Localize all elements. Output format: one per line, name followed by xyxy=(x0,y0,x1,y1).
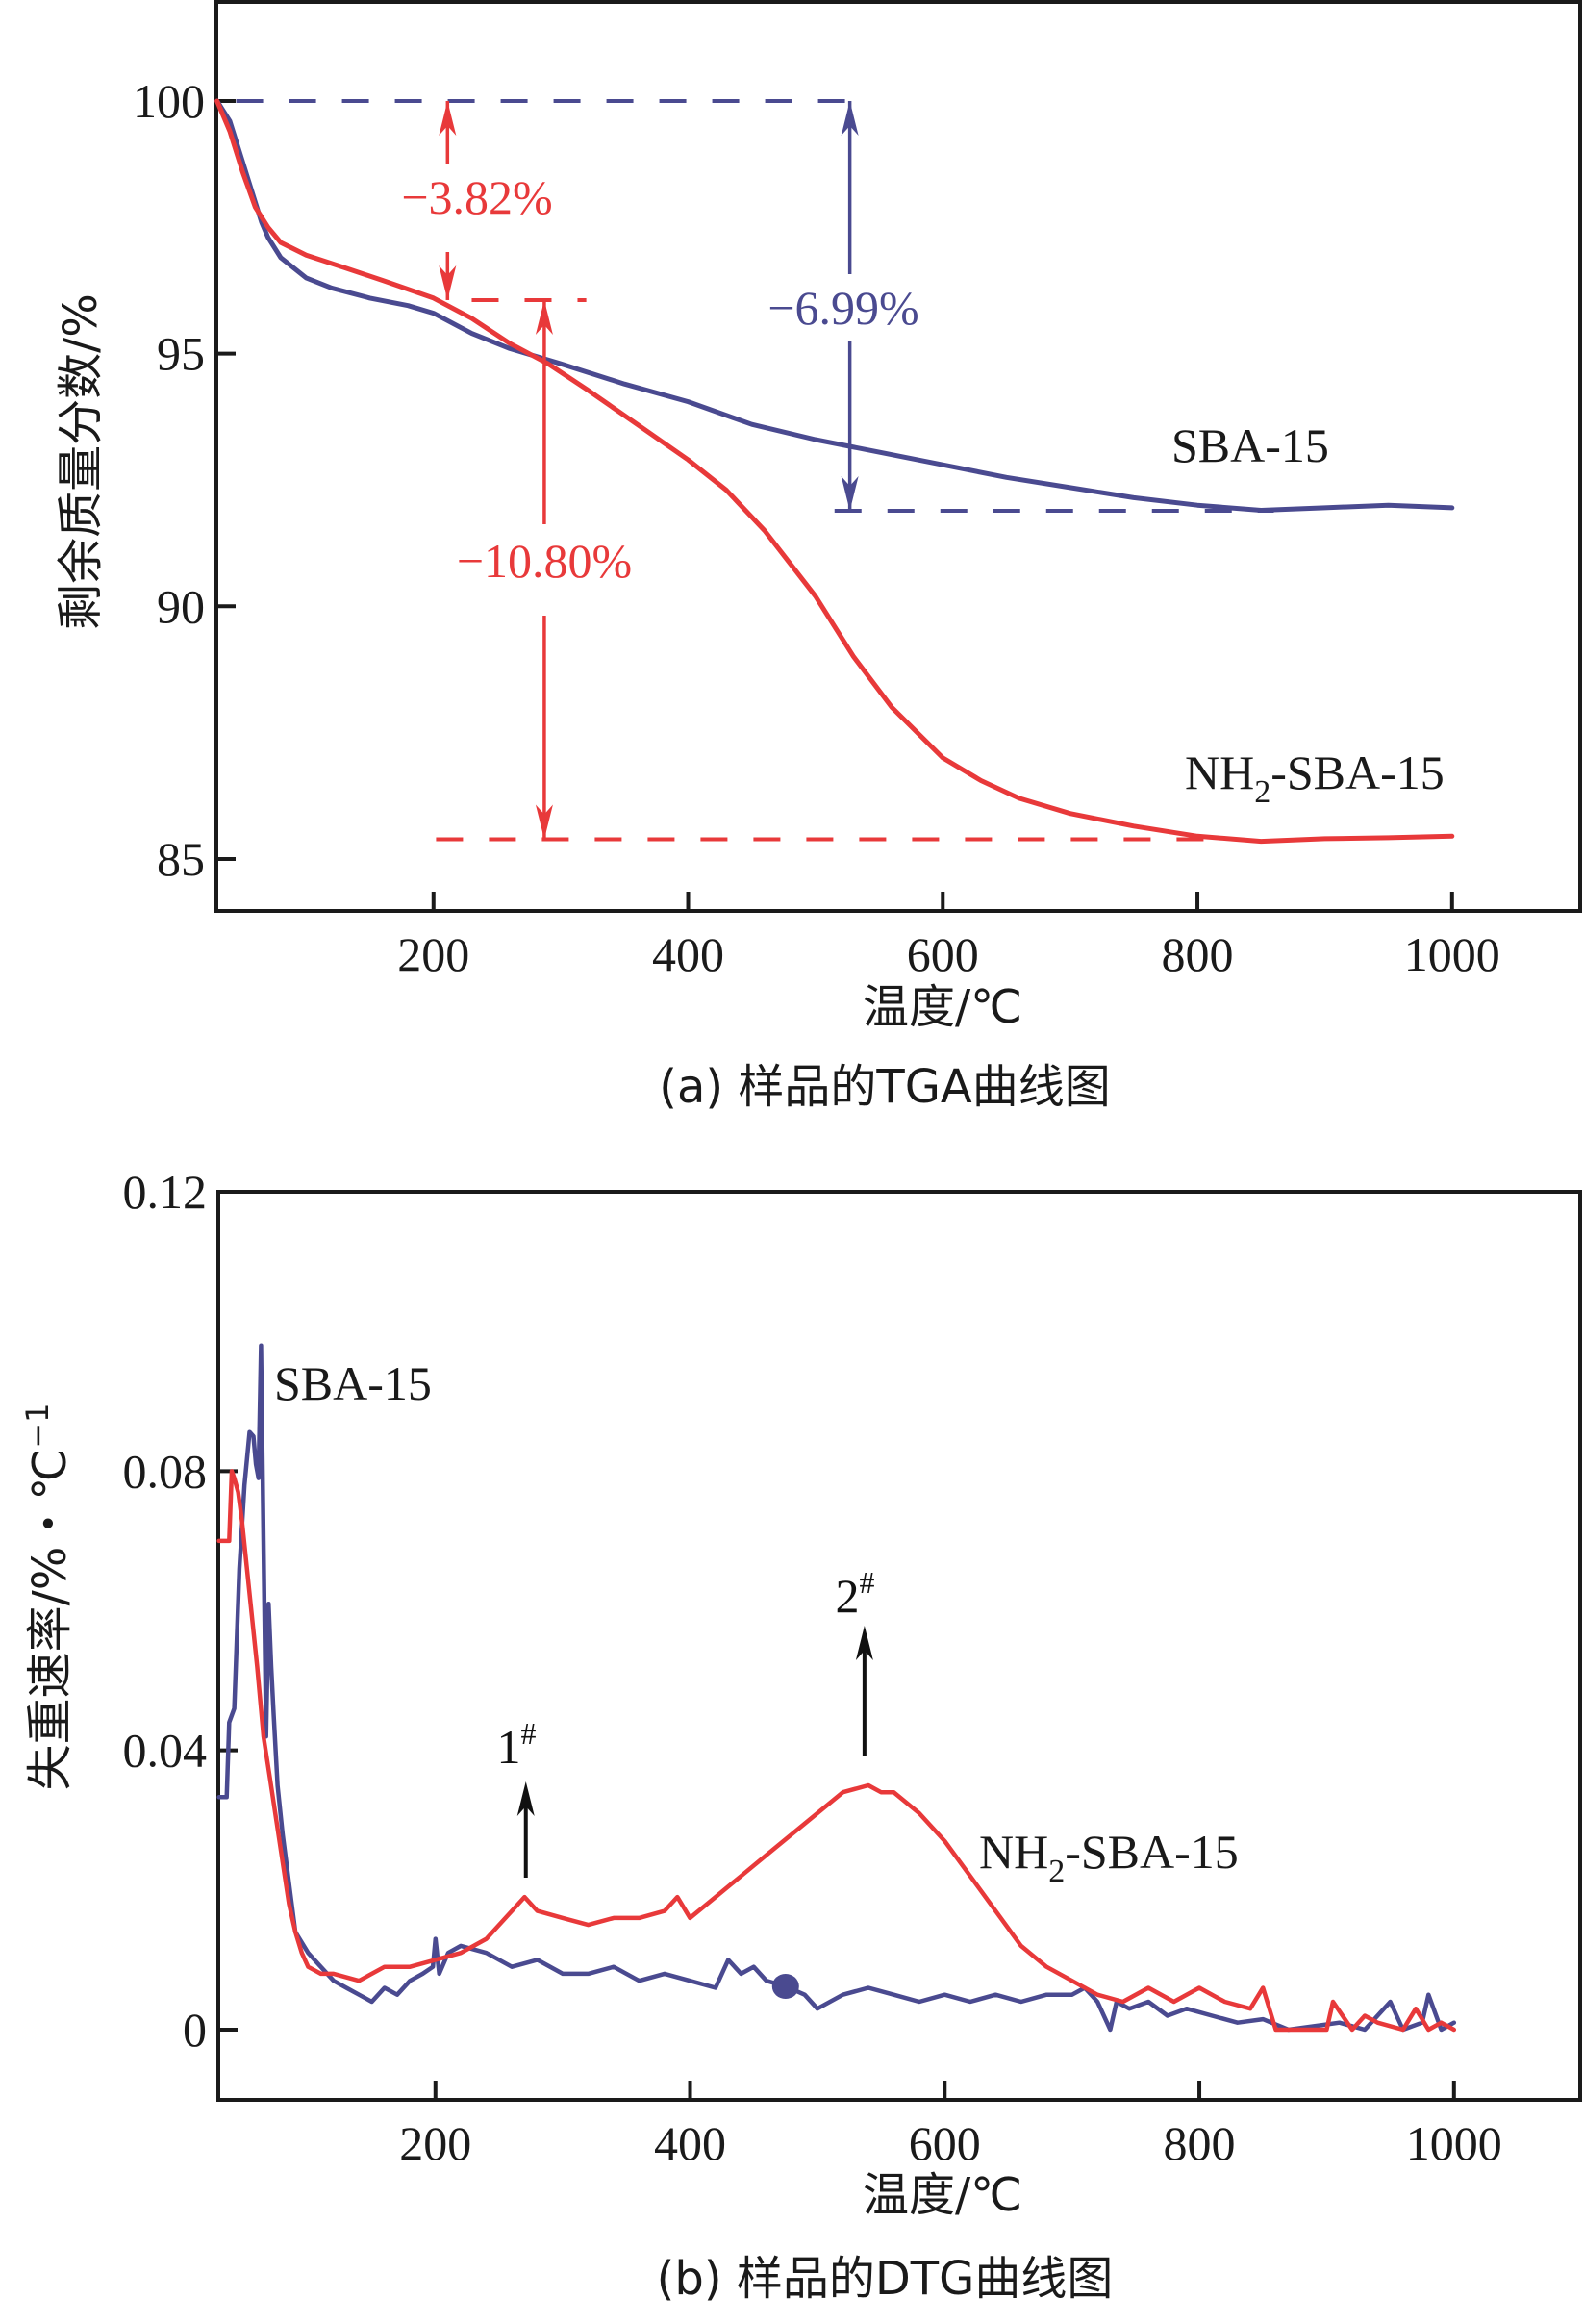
dtg-series xyxy=(216,1343,1457,2033)
y-tick-label: 0.08 xyxy=(123,1444,208,1498)
arrow-head xyxy=(535,804,553,840)
arrow-head xyxy=(535,299,553,335)
arrow-head xyxy=(439,265,457,300)
x-tick-label: 400 xyxy=(654,2116,726,2170)
dtg-y-axis-title: 失重速率/%・℃−1 xyxy=(19,1403,77,1791)
y-tick-label: 0.04 xyxy=(123,1724,208,1778)
dtg-ylabel-main: 失重速率/%・℃ xyxy=(23,1449,77,1791)
tga-plot-frame xyxy=(214,0,1582,913)
series-line-sba15 xyxy=(214,98,1455,513)
arrow-head xyxy=(855,1626,873,1660)
y-tick-label: 0.12 xyxy=(123,1165,208,1219)
arrow-head xyxy=(841,476,859,512)
x-tick-label: 200 xyxy=(397,927,469,981)
y-tick-label: 90 xyxy=(157,579,205,633)
x-tick-label: 800 xyxy=(1164,2116,1236,2170)
label-nh: NH xyxy=(979,1825,1048,1879)
x-tick-label: 400 xyxy=(652,927,724,981)
y-tick-label: 85 xyxy=(157,832,205,886)
series-marker-dot xyxy=(771,1974,799,2000)
y-tick-label: 0 xyxy=(183,2003,207,2057)
arrow-head xyxy=(439,101,457,136)
tga-x-axis-title: 温度/℃ xyxy=(863,980,1022,1034)
label-rest: -SBA-15 xyxy=(1270,745,1445,799)
anno1-sup: # xyxy=(521,1716,537,1751)
y-tick-label: 100 xyxy=(133,74,205,128)
x-tick-label: 600 xyxy=(909,2116,981,2170)
series-line-nh2sba15 xyxy=(216,1469,1457,2033)
dtg-plot-frame xyxy=(216,1190,1582,2102)
anno1-num: 1 xyxy=(497,1720,521,1774)
dtg-arrows xyxy=(516,1626,873,1878)
anno2-num: 2 xyxy=(836,1569,860,1623)
dtg-series-label-sba15: SBA-15 xyxy=(274,1356,432,1410)
label-subscript: 2 xyxy=(1048,1854,1065,1889)
label-rest: -SBA-15 xyxy=(1065,1825,1239,1879)
tga-panel: 200 400 600 800 1000 85 90 95 100 −3.82% −10.80%… xyxy=(54,0,1582,1114)
arrow-head xyxy=(516,1781,535,1816)
tga-y-axis-title: 剩余质量分数/% xyxy=(54,293,108,630)
x-tick-label: 200 xyxy=(399,2116,471,2170)
y-tick-label: 95 xyxy=(157,327,205,381)
tga-series-label-nh2sba15: NH2-SBA-15 xyxy=(1185,745,1445,810)
tga-caption: (a) 样品的TGA曲线图 xyxy=(659,1060,1110,1114)
dtg-ylabel-sup: −1 xyxy=(19,1403,56,1449)
series-line-nh2sba15 xyxy=(214,98,1455,845)
tga-annotation-6-99: −6.99% xyxy=(767,281,918,335)
anno2-sup: # xyxy=(860,1565,875,1600)
x-tick-label: 1000 xyxy=(1406,2116,1502,2170)
x-tick-label: 800 xyxy=(1162,927,1234,981)
dtg-x-axis-title: 温度/℃ xyxy=(863,2168,1022,2222)
dtg-caption: (b) 样品的DTG曲线图 xyxy=(657,2252,1114,2306)
dtg-markers xyxy=(771,1974,799,2000)
label-subscript: 2 xyxy=(1254,774,1270,810)
dtg-series-label-nh2sba15: NH2-SBA-15 xyxy=(979,1825,1239,1889)
label-nh: NH xyxy=(1185,745,1254,799)
dtg-annotation-1: 1# xyxy=(497,1716,537,1774)
tga-ticks: 200 400 600 800 1000 85 90 95 100 xyxy=(133,74,1500,981)
tga-reference-lines xyxy=(236,99,1274,842)
dtg-annotation-2: 2# xyxy=(836,1565,875,1623)
tga-series xyxy=(214,98,1455,845)
series-line-sba15 xyxy=(216,1343,1457,2033)
tga-annotation-10-80: −10.80% xyxy=(457,534,632,588)
dtg-ticks: 200 400 600 800 1000 0 0.04 0.08 0.12 xyxy=(123,1165,1502,2170)
tga-arrows xyxy=(439,101,859,840)
x-tick-label: 600 xyxy=(907,927,979,981)
x-tick-label: 1000 xyxy=(1404,927,1500,981)
tga-series-label-sba15: SBA-15 xyxy=(1171,418,1329,472)
tga-annotation-3-82: −3.82% xyxy=(401,170,552,224)
arrow-head xyxy=(841,101,859,136)
